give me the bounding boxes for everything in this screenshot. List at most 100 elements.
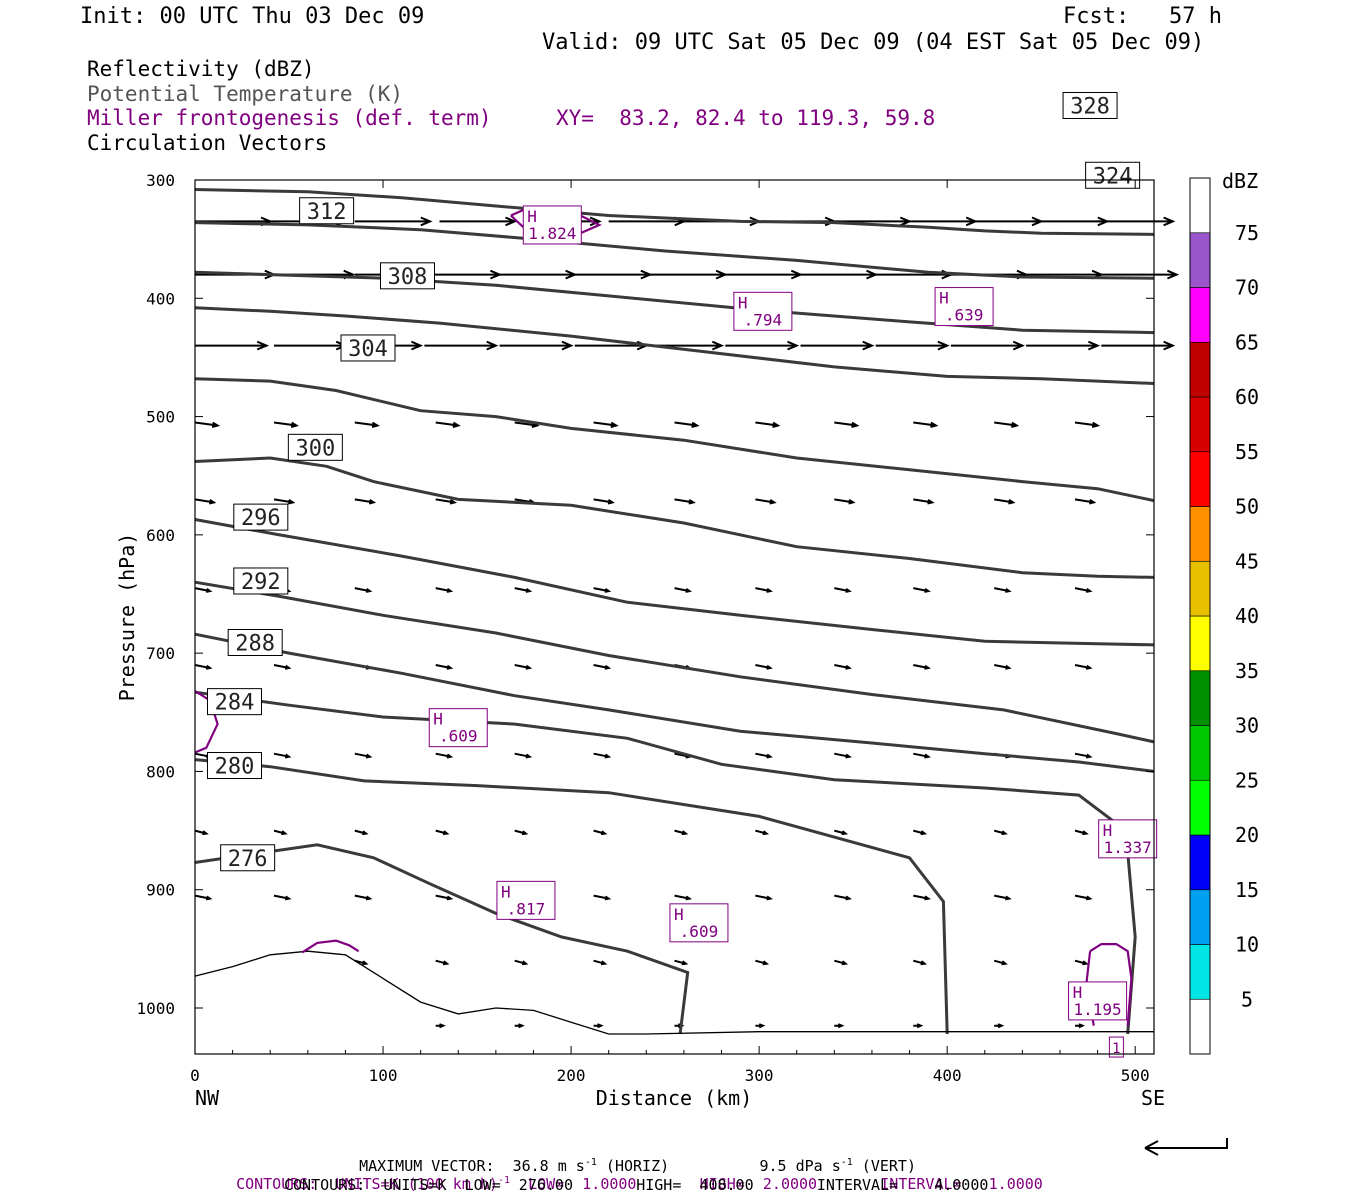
fronto-contour-end: LOW= 1.0000 HIGH= 2.0000 INTERVAL= 1.000…: [510, 1175, 1043, 1193]
vector-0-12: [1097, 216, 1176, 227]
theta-label-box-292: [233, 567, 289, 595]
theta-label-300: 300: [295, 436, 335, 461]
vector-2-3: [424, 340, 499, 351]
theta-label-box-304: [340, 334, 396, 362]
fronto-max-value-8: 1: [1112, 1041, 1120, 1057]
theta-label-284: 284: [215, 691, 255, 716]
vector-3-9: [913, 421, 939, 428]
vector-7-8: [834, 752, 852, 759]
colorbar-bin-11: [1189, 396, 1211, 453]
vector-11-4: [755, 1023, 766, 1029]
fronto-max-box-0: [522, 205, 582, 245]
theta-contour-labels: 276 280 284 288 292 296 300 304 308 312 324 328: [206, 91, 1141, 872]
vector-4-9: [913, 498, 935, 505]
fronto-max-box-1: [934, 287, 994, 327]
theta-contour-288: [194, 632, 1155, 773]
vector-9-1: [273, 894, 292, 901]
vector-4-3: [435, 498, 458, 505]
field-theta: Potential Temperature (K): [87, 82, 404, 106]
reference-vector-arrow: [1144, 1138, 1228, 1156]
vector-0-10: [966, 216, 1044, 227]
x-end-label-se: SE: [1141, 1086, 1165, 1110]
sup-1: -1: [584, 1157, 597, 1168]
vector-7-3: [435, 752, 454, 759]
vector-4-11: [1074, 498, 1097, 505]
colorbar-label-60: 60: [1235, 385, 1259, 409]
vector-10-2: [514, 959, 529, 966]
vector-2-9: [875, 340, 950, 351]
vector-5-7: [755, 587, 773, 593]
vector-8-3: [435, 829, 450, 836]
init-time: Init: 00 UTC Thu 03 Dec 09: [80, 4, 425, 29]
theta-contour-308: [194, 306, 1155, 385]
vector-3-6: [674, 421, 700, 428]
fronto-max-flag-5: H: [501, 882, 511, 901]
vector-6-4: [514, 664, 533, 670]
sup-3: -1: [497, 1175, 511, 1186]
fronto-max-value-1: .639: [945, 306, 984, 325]
theta-contour-292: [194, 580, 1155, 744]
vector-11-6: [913, 1023, 924, 1029]
colorbar-label-75: 75: [1235, 221, 1259, 245]
vector-10-8: [993, 959, 1008, 966]
colorbar-bin-15: [1189, 177, 1211, 234]
colorbar-bin-1: [1189, 944, 1211, 1000]
fronto-max-flag-2: H: [738, 293, 748, 312]
vector-4-8: [834, 498, 856, 505]
vector-10-1: [435, 959, 450, 966]
vector-4-1: [273, 498, 296, 505]
vector-9-2: [354, 894, 373, 901]
vector-8-8: [834, 829, 849, 836]
valid-time: Valid: 09 UTC Sat 05 Dec 09 (04 EST Sat …: [542, 30, 1205, 55]
x-tick-label-300: 300: [745, 1066, 774, 1085]
vector-5-0: [194, 587, 213, 593]
theta-contour-276: [194, 843, 690, 1035]
y-tick-label-800: 800: [146, 762, 175, 781]
colorbar-label-70: 70: [1235, 276, 1259, 300]
vector-8-9: [913, 829, 928, 836]
vector-2-8: [800, 340, 875, 351]
colorbar-bin-14: [1189, 232, 1211, 288]
vector-7-5: [593, 752, 612, 759]
vector-9-8: [834, 894, 852, 901]
theta-label-box-280: [206, 752, 262, 780]
vector-9-11: [1074, 894, 1093, 901]
vector-3-3: [435, 421, 461, 428]
vector-0-11: [1031, 216, 1110, 227]
fronto-max-box-8: [1108, 1036, 1124, 1058]
vector-5-4: [514, 587, 533, 593]
y-tick-label-1000: 1000: [136, 999, 175, 1018]
vector-3-11: [1074, 421, 1101, 428]
vector-1-6: [646, 269, 728, 280]
y-tick-label-900: 900: [146, 881, 175, 900]
vector-8-4: [514, 829, 529, 836]
theta-label-box-324: [1085, 161, 1141, 189]
fronto-contour-prefix: CONTOURS: UNITS=K (100 km h): [236, 1175, 498, 1193]
theta-contour-280: [194, 758, 949, 1035]
vector-5-10: [994, 587, 1012, 593]
vector-6-9: [913, 664, 931, 670]
colorbar-bin-3: [1189, 834, 1211, 891]
colorbar-label-20: 20: [1235, 823, 1259, 847]
theta-label-324: 324: [1093, 164, 1133, 189]
vector-8-11: [1074, 829, 1089, 836]
vector-0-3: [439, 216, 518, 227]
fronto-max-flag-6: H: [674, 905, 684, 924]
theta-contour-284: [194, 690, 1137, 1035]
x-tick-label-0: 0: [190, 1066, 200, 1085]
x-tick-label-400: 400: [933, 1066, 962, 1085]
vector-9-6: [674, 894, 693, 901]
colorbar-bin-0: [1189, 998, 1211, 1055]
fronto-contour-2: [301, 939, 360, 954]
colorbar-label-35: 35: [1235, 659, 1259, 683]
colorbar-bin-13: [1189, 287, 1211, 343]
theta-contour-info: CONTOURS: UNITS=K LOW= 276.00 HIGH= 408.…: [284, 1176, 989, 1194]
vector-8-6: [674, 829, 689, 836]
theta-contour-328: [194, 188, 1155, 236]
vector-11-0: [435, 1023, 446, 1029]
vector-5-11: [1074, 587, 1093, 593]
vector-11-7: [994, 1023, 1005, 1029]
theta-label-308: 308: [388, 265, 428, 290]
fronto-max-value-7: 1.195: [1074, 1000, 1122, 1019]
